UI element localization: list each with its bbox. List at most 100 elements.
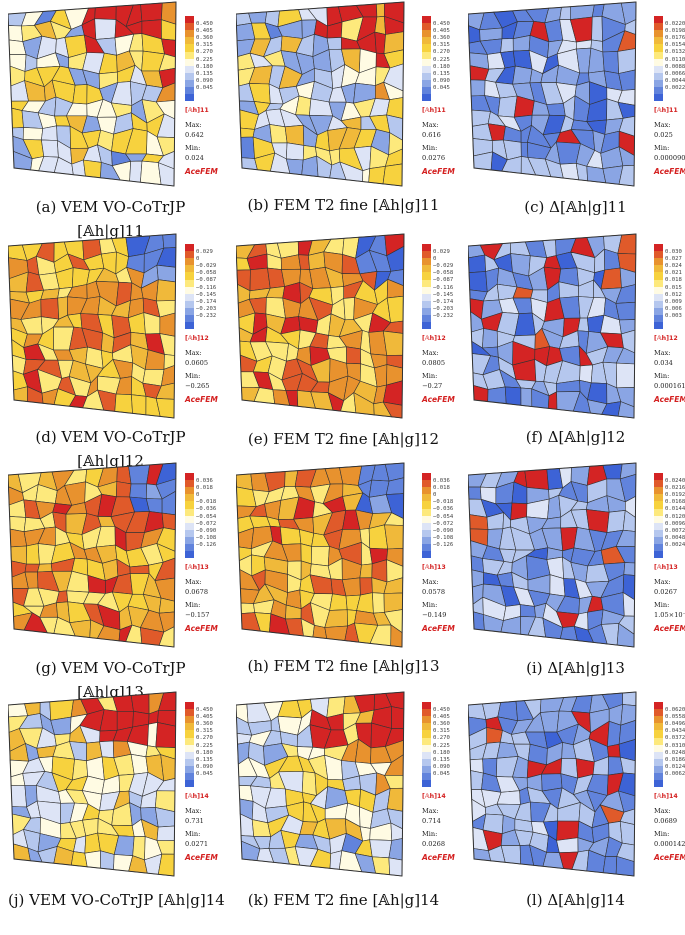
- colorbar-tick-label: 0.0120: [665, 513, 685, 520]
- colorbar-segment: [654, 730, 663, 738]
- min-value: 0.0276: [422, 154, 446, 163]
- mesh-cell: [383, 592, 403, 613]
- colorbar-segment: [654, 501, 663, 509]
- mesh-cell: [386, 787, 404, 812]
- caption-line: (i) Δ[𝔸h|g]13: [526, 659, 625, 677]
- colorbar-tick-label: 0.360: [433, 721, 450, 728]
- colorbar-segment: [185, 258, 194, 266]
- colorbar-tick-label: −0.232: [196, 312, 217, 319]
- colorbar-segment: [185, 79, 194, 88]
- colorbar-segment: [422, 244, 431, 252]
- mesh-cell: [486, 727, 503, 744]
- caption-line: (a) VEM VO-CoTrJP: [35, 198, 186, 216]
- colorbar-tick-label: 0.315: [196, 42, 213, 49]
- mesh-boundary: [8, 691, 177, 877]
- mesh-cell: [615, 362, 635, 389]
- colorbar-tick-label: 0.225: [433, 742, 450, 749]
- colorbar-segment: [185, 551, 194, 559]
- acefem-logo: AceFEM: [654, 167, 685, 177]
- colorbar-tick-label: 0.135: [196, 70, 213, 77]
- min-label: Min:: [185, 601, 201, 610]
- colorbar-tick-label: 0.135: [433, 756, 450, 763]
- mesh-cell: [25, 543, 40, 565]
- colorbar-segment: [185, 544, 194, 552]
- panel-a: 0.450 0.405 0.360 0.315 0.270 0.225 0.180 0.135…: [8, 0, 223, 240]
- colorbar-tick-label: 0.012: [665, 291, 682, 298]
- mesh-cell: [382, 330, 404, 356]
- colorbar-c: [654, 16, 663, 102]
- colorbar-tick-label: 0.045: [433, 770, 450, 777]
- colorbar-tick-label: 0.405: [196, 28, 213, 35]
- colorbar-tick-label: −0.058: [196, 270, 217, 277]
- mesh-cell: [524, 469, 549, 490]
- mesh-cell: [559, 162, 580, 181]
- colorbar-segment: [654, 23, 663, 31]
- mesh-cell: [130, 693, 150, 715]
- min-label: Min:: [185, 830, 201, 839]
- colorbar-tick-label: 0.090: [433, 763, 450, 770]
- min-value: −0.157: [185, 611, 210, 620]
- mesh-cell: [24, 563, 40, 573]
- colorbar-tick-label: 0.0496: [665, 721, 685, 728]
- mesh-plot-k: [236, 691, 405, 877]
- colorbar-segment: [654, 307, 663, 316]
- max-label: Max:: [185, 121, 202, 130]
- min-value: −0.265: [185, 382, 210, 391]
- mesh-cell: [140, 2, 163, 22]
- colorbar-tick-label: 0.450: [433, 707, 450, 713]
- mesh-cell: [374, 16, 386, 35]
- mesh-cell: [37, 563, 53, 573]
- mesh-cell: [99, 740, 115, 759]
- colorbar-tick-label: 0.0620: [665, 707, 685, 713]
- colorbar-segment: [185, 72, 194, 81]
- colorbar-tick-label: 0.450: [433, 21, 450, 27]
- colorbar-segment: [654, 737, 663, 745]
- colorbar-tick-label: 0.270: [196, 49, 213, 56]
- colorbar-tick-label: 0.0124: [665, 763, 685, 770]
- colorbar-segment: [422, 536, 431, 545]
- colorbar-segment: [654, 79, 663, 88]
- panel-c: 0.0220 0.0198 0.0176 0.0154 0.0132 0.0110 0.00…: [468, 0, 685, 228]
- mesh-boundary: [236, 1, 405, 187]
- colorbar-segment: [422, 258, 431, 266]
- colorbar-segment: [185, 315, 194, 323]
- colorbar-tick-label: 0.180: [196, 749, 213, 756]
- min-value: 0.000142: [654, 840, 685, 849]
- colorbar-tick-label: 0.024: [665, 263, 682, 270]
- colorbar-tick-label: 0.315: [433, 728, 450, 735]
- colorbar-tick-label: 0.015: [665, 284, 682, 291]
- min-label: Min:: [654, 144, 670, 153]
- legend-b: 0.450 0.405 0.360 0.315 0.270 0.225 0.180 0.135…: [422, 16, 462, 186]
- mesh-boundary: [468, 462, 637, 648]
- caption-line: (c) Δ[𝔸h|g]11: [524, 198, 627, 216]
- colorbar-tick-label: 0.180: [433, 749, 450, 756]
- colorbar-tick-label: −0.087: [196, 277, 217, 284]
- legend-h: 0.036 0.018 0 −0.018 −0.036 −0.054 −0.072 −0.09…: [422, 473, 462, 643]
- colorbar-segment: [422, 315, 431, 323]
- field-label: [𝔸h]13: [422, 564, 446, 572]
- colorbar-segment: [185, 286, 194, 294]
- colorbar-segment: [422, 723, 431, 731]
- legend-e: 0.029 0 −0.029 −0.058 −0.087 −0.116 −0.145 −0.1…: [422, 244, 462, 414]
- colorbar-segment: [185, 94, 194, 102]
- mesh-cell: [240, 127, 255, 138]
- caption-line: (f) Δ[𝔸h|g]12: [525, 428, 626, 446]
- colorbar-segment: [185, 765, 194, 774]
- mesh-cell: [159, 312, 176, 337]
- min-value: 0.000161: [654, 382, 685, 391]
- colorbar-segment: [185, 307, 194, 316]
- field-label: [𝔸h]13: [654, 564, 678, 572]
- colorbar-tick-label: 0.450: [196, 707, 213, 713]
- mesh-cell: [607, 720, 622, 747]
- max-label: Max:: [654, 349, 671, 358]
- colorbar-tick-label: 0.018: [196, 485, 213, 492]
- colorbar-tick-label: 0.006: [665, 305, 682, 312]
- mesh-cell: [588, 47, 605, 74]
- mesh-cell: [40, 288, 60, 300]
- colorbar-tick-label: 0: [196, 492, 200, 499]
- colorbar-tick-label: −0.054: [433, 513, 454, 520]
- colorbar-segment: [185, 508, 194, 516]
- acefem-logo: AceFEM: [422, 395, 455, 405]
- colorbar-tick-label: −0.174: [433, 298, 454, 305]
- caption-line: (b) FEM T2 fine [𝔸h|g]11: [247, 196, 440, 214]
